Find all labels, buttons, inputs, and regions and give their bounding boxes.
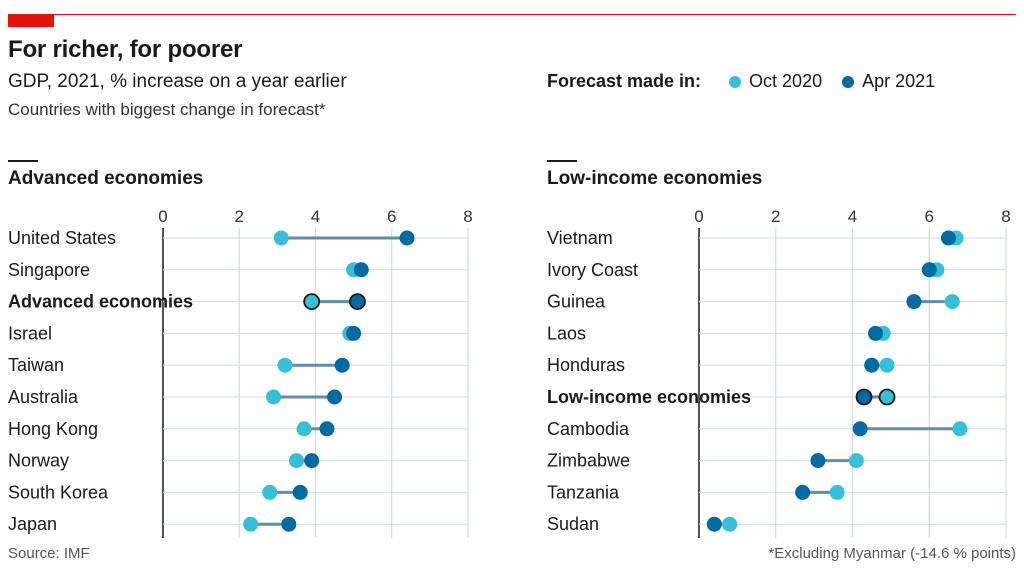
point-apr-2021 (349, 293, 366, 311)
point-oct-2020 (952, 421, 968, 437)
point-oct-2020 (262, 484, 278, 500)
point-apr-2021 (281, 516, 297, 532)
point-oct-2020 (829, 484, 845, 500)
category-label: Taiwan (8, 355, 64, 375)
chart-panel-low-income: 0 2 4 6 8 Vietnam Ivory Coast Guinea Laos Hondura… (547, 207, 1011, 538)
legend-title: Forecast made in: (547, 71, 702, 91)
point-apr-2021 (868, 325, 884, 341)
chart-subtitle-note: Countries with biggest change in forecas… (8, 100, 326, 119)
point-apr-2021 (706, 516, 722, 532)
chart-title: For richer, for poorer (8, 36, 243, 63)
point-apr-2021 (353, 262, 369, 278)
category-label: Tanzania (547, 482, 620, 502)
point-oct-2020 (878, 388, 896, 406)
point-apr-2021 (327, 389, 343, 405)
chart-panel-advanced: 0 2 4 6 8 United States Singapore Advanced econ… (8, 207, 473, 538)
point-oct-2020 (303, 293, 321, 311)
point-apr-2021 (921, 262, 937, 278)
category-label: Guinea (547, 292, 606, 312)
point-apr-2021 (399, 230, 415, 246)
legend-item-apr-2021: Apr 2021 (842, 71, 935, 92)
point-oct-2020 (273, 230, 289, 246)
point-apr-2021 (334, 357, 350, 373)
panel-title-low-income: Low-income economies (547, 168, 763, 189)
legend-dot-oct-2020 (729, 75, 742, 88)
category-label: Cambodia (547, 419, 630, 439)
point-apr-2021 (795, 484, 811, 500)
legend-item-oct-2020: Oct 2020 (729, 71, 822, 92)
panel-rule-low-income (547, 160, 577, 162)
point-apr-2021 (810, 453, 826, 469)
tick-label: 4 (311, 207, 320, 226)
tick-label: 2 (771, 207, 780, 226)
point-oct-2020 (277, 357, 293, 373)
point-apr-2021 (855, 388, 873, 406)
chart-subtitle: GDP, 2021, % increase on a year earlier (8, 71, 347, 92)
tick-label: 6 (925, 207, 934, 226)
point-apr-2021 (852, 421, 868, 437)
point-apr-2021 (292, 484, 308, 500)
tick-label: 2 (235, 207, 244, 226)
category-label: Laos (547, 323, 586, 343)
point-apr-2021 (346, 325, 362, 341)
point-oct-2020 (722, 516, 738, 532)
category-label: Israel (8, 323, 52, 343)
tick-label: 8 (1001, 207, 1010, 226)
category-label: Japan (8, 514, 57, 534)
point-apr-2021 (304, 453, 320, 469)
point-oct-2020 (288, 453, 304, 469)
legend-label-oct-2020: Oct 2020 (749, 71, 823, 91)
tick-label: 8 (463, 207, 472, 226)
category-label: Honduras (547, 355, 625, 375)
point-apr-2021 (864, 357, 880, 373)
point-oct-2020 (944, 294, 960, 310)
top-rule (8, 14, 1016, 15)
category-label: Hong Kong (8, 419, 98, 439)
tick-label: 0 (158, 207, 167, 226)
point-apr-2021 (940, 230, 956, 246)
category-label: Low-income economies (547, 387, 751, 407)
point-oct-2020 (296, 421, 312, 437)
category-label: South Korea (8, 482, 109, 502)
point-oct-2020 (879, 357, 895, 373)
legend-label-apr-2021: Apr 2021 (862, 71, 936, 91)
category-label: Sudan (547, 514, 599, 534)
legend: Forecast made in: Oct 2020 Apr 2021 (547, 71, 955, 92)
category-label: United States (8, 228, 116, 248)
category-label: Norway (8, 451, 69, 471)
category-label: Zimbabwe (547, 451, 630, 471)
footnote: *Excluding Myanmar (-14.6 % points) (768, 545, 1016, 562)
category-label: Australia (8, 387, 79, 407)
point-apr-2021 (319, 421, 335, 437)
panel-rule-advanced (8, 160, 38, 162)
point-oct-2020 (266, 389, 282, 405)
point-apr-2021 (906, 294, 922, 310)
tick-label: 4 (848, 207, 857, 226)
legend-dot-apr-2021 (842, 75, 855, 88)
brand-flag (8, 14, 54, 27)
tick-label: 0 (694, 207, 703, 226)
category-label: Advanced economies (8, 292, 193, 312)
point-oct-2020 (848, 453, 864, 469)
tick-label: 6 (387, 207, 396, 226)
category-label: Singapore (8, 260, 90, 280)
category-label: Ivory Coast (547, 260, 638, 280)
source-note: Source: IMF (8, 545, 90, 562)
panel-title-advanced: Advanced economies (8, 168, 204, 189)
point-oct-2020 (243, 516, 259, 532)
category-label: Vietnam (547, 228, 613, 248)
